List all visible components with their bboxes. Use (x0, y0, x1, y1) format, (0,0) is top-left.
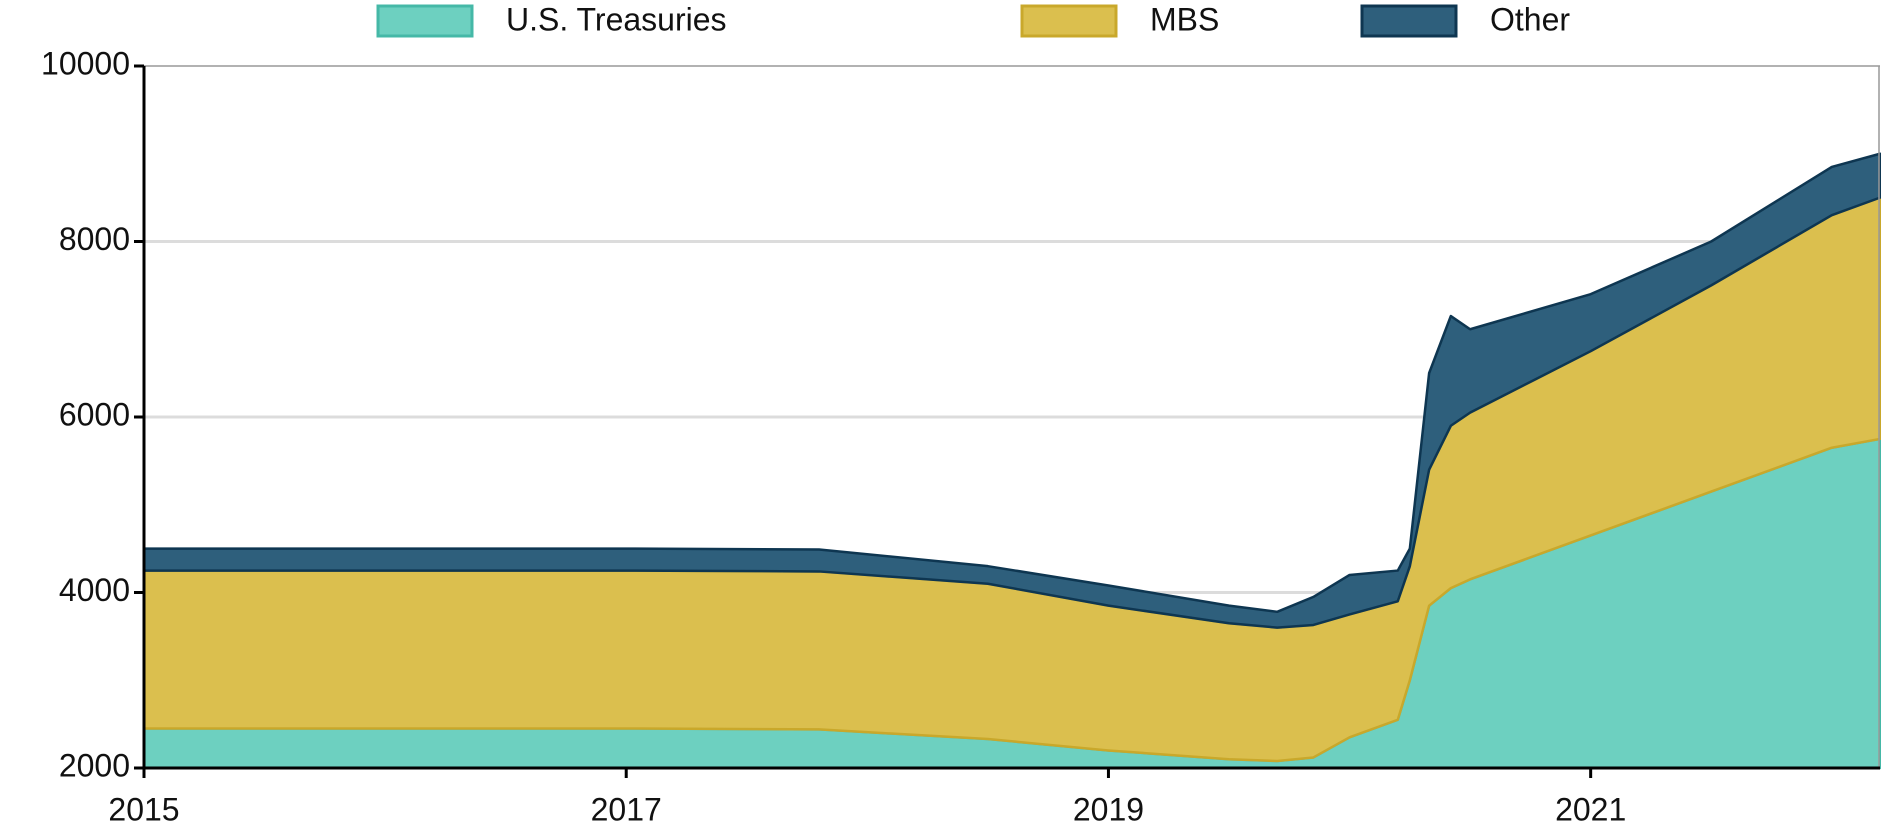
y-tick-label: 6000 (59, 396, 130, 432)
y-tick-label: 4000 (59, 572, 130, 608)
area (142, 152, 1881, 629)
legend-swatch (1360, 4, 1458, 38)
legend-label: U.S. Treasuries (506, 1, 727, 37)
y-tick-label: 2000 (59, 747, 130, 783)
y-tick-label: 10000 (41, 45, 130, 81)
x-tick-label: 2019 (1073, 791, 1144, 827)
legend-swatch (376, 4, 474, 38)
y-tick-label: 8000 (59, 221, 130, 257)
legend-swatch (1020, 4, 1118, 38)
x-tick-label: 2015 (108, 791, 179, 827)
legend-label: Other (1490, 1, 1570, 37)
x-tick-label: 2017 (591, 791, 662, 827)
legend-label: MBS (1150, 1, 1219, 37)
x-tick-label: 2021 (1555, 791, 1626, 827)
